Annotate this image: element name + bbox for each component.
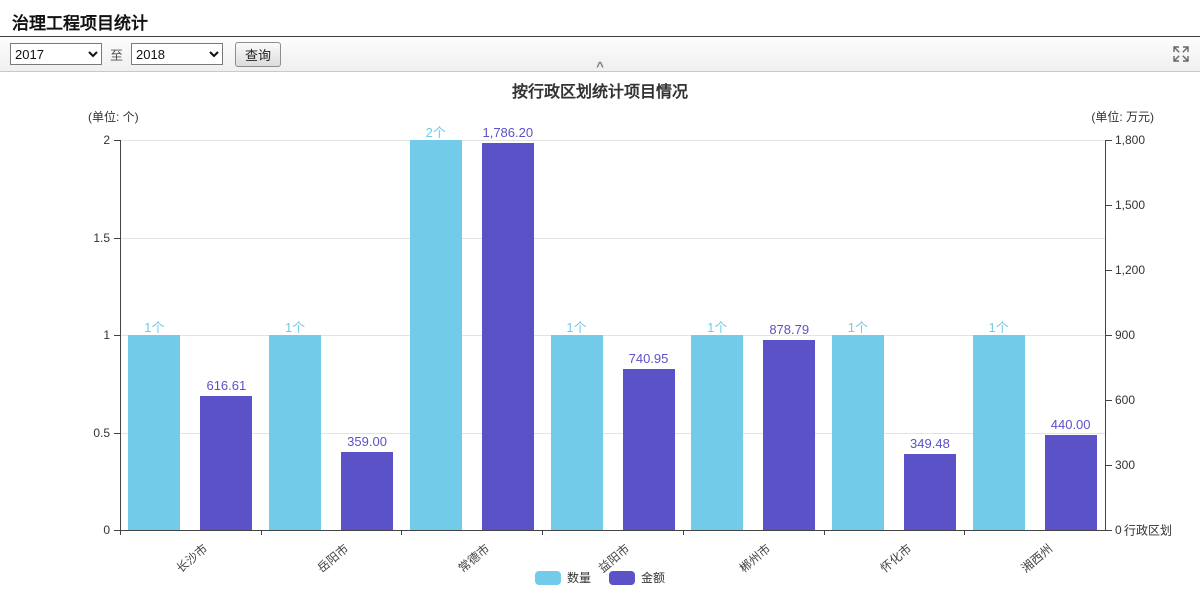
x-axis-tick [260, 530, 262, 535]
gridline [120, 237, 1105, 239]
fullscreen-icon[interactable] [1172, 45, 1190, 63]
gridline [120, 335, 1105, 336]
y-axis-left-tick-label: 0.5 [93, 425, 110, 440]
bar-amount[interactable] [622, 369, 675, 530]
x-axis-tick [823, 530, 825, 535]
bar-count-value-label: 1个 [284, 320, 306, 335]
bar-amount[interactable] [200, 396, 253, 530]
bar-amount-value-label: 440.00 [1050, 416, 1091, 432]
bar-amount-value-label: 878.79 [769, 321, 810, 337]
bar-count[interactable] [269, 335, 322, 530]
bar-amount[interactable] [481, 142, 534, 530]
page-header: 治理工程项目统计 [0, 0, 1200, 37]
bar-count[interactable] [550, 335, 603, 530]
y-axis-right-tick-label: 1,800 [1115, 133, 1146, 147]
bar-amount[interactable] [1044, 434, 1097, 530]
bar-amount-value-label: 616.61 [206, 378, 247, 394]
year-to-select[interactable]: 2018 [131, 43, 224, 65]
bar-count-value-label: 2个 [425, 125, 446, 140]
y-axis-right-tick-label: 1,500 [1115, 198, 1146, 212]
y-axis-left-tick-label: 1.5 [93, 230, 110, 245]
y-axis-right-tick [1106, 205, 1112, 206]
y-axis-right-tick [1106, 465, 1112, 466]
bar-count[interactable] [972, 335, 1025, 530]
y-axis-right-tick [1106, 400, 1112, 401]
left-axis-unit-label: (单位: 个) [88, 110, 139, 124]
collapse-toolbar-icon[interactable]: ^ [596, 59, 604, 74]
y-axis-right-tick [1106, 530, 1112, 531]
y-axis-right-tick [1106, 335, 1112, 336]
legend-swatch-count [534, 570, 561, 585]
year-from-select[interactable]: 2017 [10, 43, 102, 65]
chart-area: 按行政区划统计项目情况 (单位: 个) (单位: 万元) 0 0.5 1 1.5 2 0 3… [0, 72, 1200, 592]
to-label: 至 [110, 47, 124, 63]
x-axis-name: 行政区划 [1124, 523, 1173, 538]
bar-count[interactable] [691, 335, 744, 530]
bar-count[interactable] [409, 140, 462, 530]
bar-count[interactable] [831, 335, 884, 530]
y-axis-right [1105, 140, 1106, 530]
bar-amount[interactable] [903, 454, 956, 530]
legend-item-count[interactable]: 数量 [534, 569, 591, 586]
toolbar: 2017 至 2018 查询 ^ [0, 37, 1200, 74]
chart-legend: 数量 金额 [0, 569, 1200, 586]
bar-amount-value-label: 359.00 [347, 434, 387, 450]
x-axis-tick [401, 530, 403, 535]
y-axis-left-tick [114, 140, 120, 141]
bar-count-value-label: 1个 [144, 320, 165, 335]
y-axis-right-tick-label: 300 [1115, 458, 1136, 472]
query-button[interactable]: 查询 [235, 41, 282, 67]
bar-count-value-label: 1个 [988, 320, 1009, 335]
y-axis-right-tick-label: 0 [1115, 523, 1122, 537]
legend-swatch-amount [609, 570, 635, 585]
right-axis-unit-label: (单位: 万元) [1091, 110, 1154, 124]
bar-count-value-label: 1个 [707, 320, 728, 335]
y-axis-right-tick-label: 600 [1115, 393, 1136, 407]
bar-amount[interactable] [763, 339, 816, 530]
bar-count-value-label: 1个 [566, 320, 587, 335]
gridline [120, 432, 1105, 434]
legend-label-count: 数量 [566, 571, 591, 585]
y-axis-left [120, 140, 121, 530]
x-axis [120, 530, 1106, 531]
bar-count-value-label: 1个 [847, 320, 869, 335]
x-axis-tick [120, 530, 121, 535]
y-axis-right-tick [1106, 270, 1112, 271]
y-axis-right-tick-label: 900 [1115, 328, 1136, 342]
y-axis-left-tick-label: 2 [103, 133, 110, 147]
x-axis-tick [964, 530, 966, 535]
chart-title: 按行政区划统计项目情况 [511, 84, 688, 101]
x-axis-tick [682, 530, 684, 535]
y-axis-left-tick [114, 237, 120, 239]
page-title: 治理工程项目统计 [12, 14, 148, 33]
y-axis-left-tick [114, 335, 120, 336]
bar-amount-value-label: 349.48 [910, 436, 950, 452]
legend-label-amount: 金额 [641, 571, 666, 585]
bar-count[interactable] [128, 335, 181, 530]
bar-amount-value-label: 1,786.20 [482, 124, 534, 140]
gridline [120, 140, 1105, 141]
y-axis-right-tick-label: 1,200 [1115, 263, 1146, 277]
plot-layer: 0 0.5 1 1.5 2 0 300 600 900 1,200 1,500 1,800 行政区划 1个… [0, 72, 1200, 592]
legend-item-amount[interactable]: 金额 [609, 569, 665, 586]
y-axis-left-tick [114, 432, 120, 434]
bar-amount[interactable] [341, 452, 394, 530]
y-axis-right-tick [1106, 140, 1112, 141]
y-axis-left-tick [114, 530, 120, 531]
y-axis-left-tick-label: 1 [103, 328, 110, 342]
y-axis-left-tick-label: 0 [103, 523, 110, 537]
x-axis-tick [542, 530, 544, 535]
bar-amount-value-label: 740.95 [628, 351, 669, 367]
